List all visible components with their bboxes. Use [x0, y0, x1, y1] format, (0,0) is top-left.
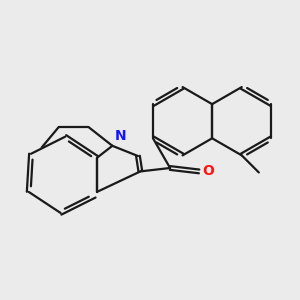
- Text: O: O: [202, 164, 214, 178]
- Text: N: N: [115, 129, 127, 143]
